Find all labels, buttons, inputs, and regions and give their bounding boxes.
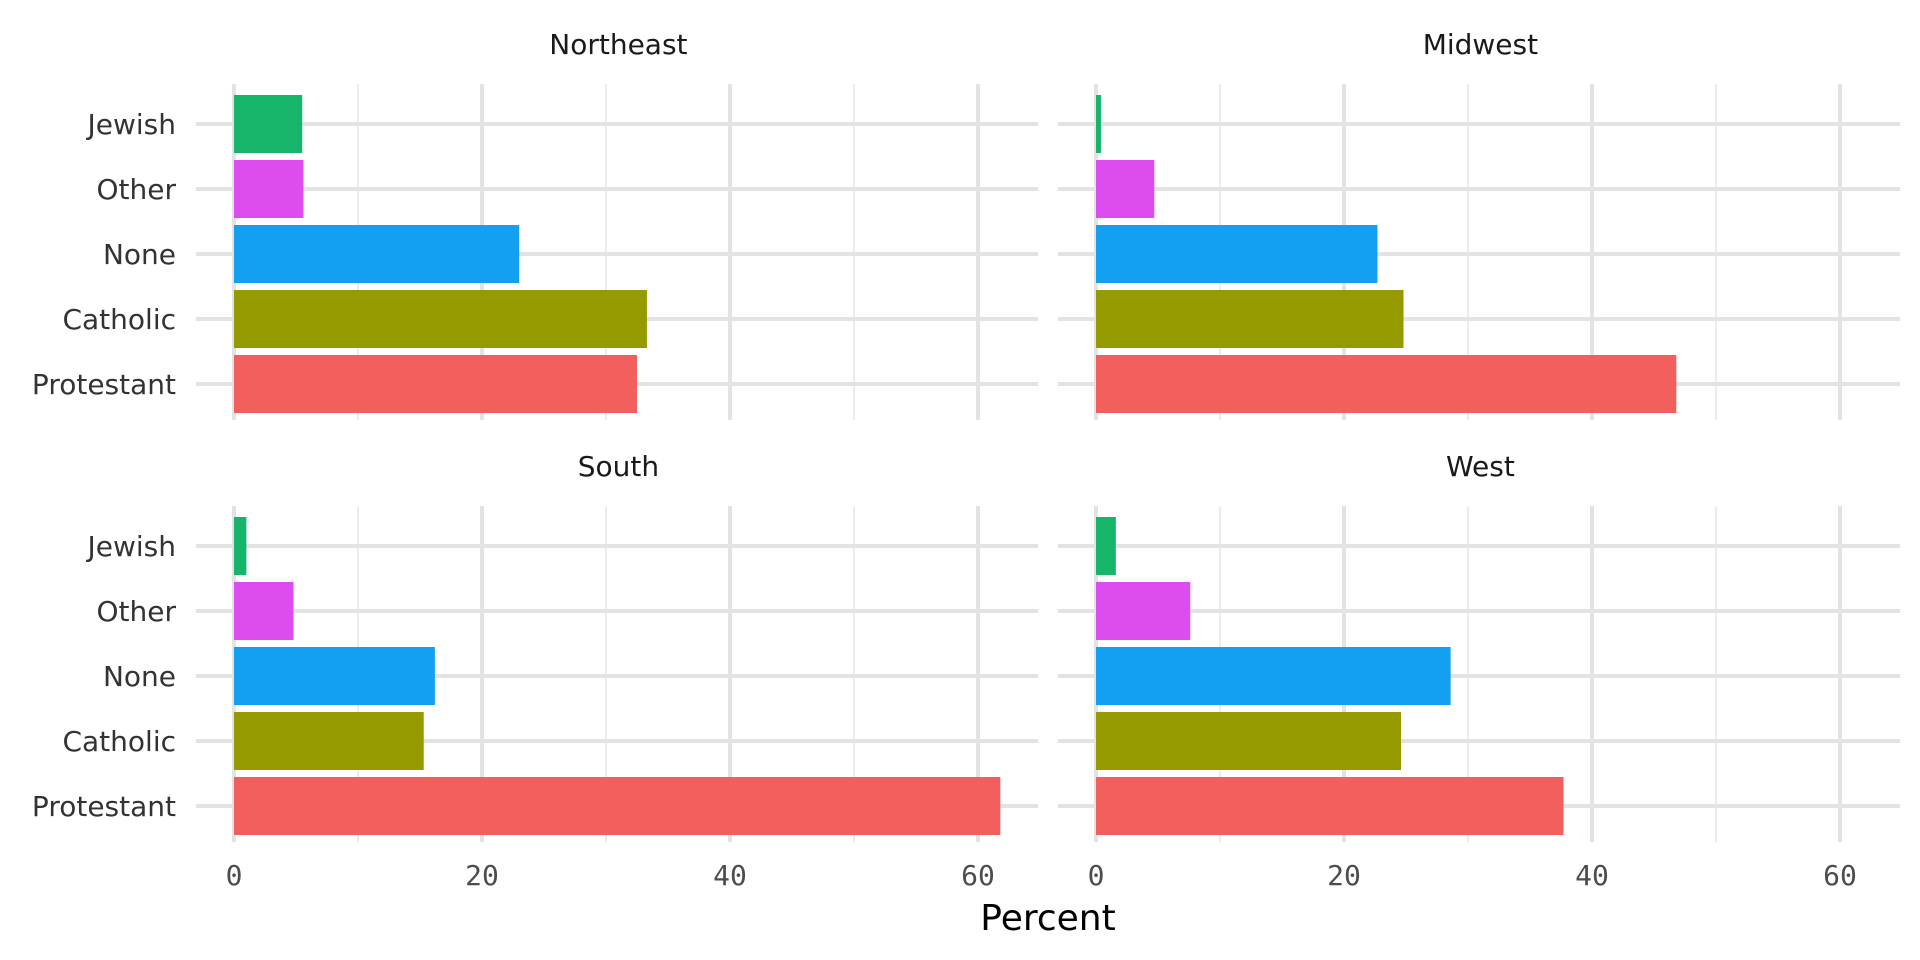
panel-title: West (1446, 450, 1515, 483)
x-tick-label: 40 (713, 859, 747, 892)
panel-title: South (578, 450, 659, 483)
facet-panel-west: West 0 20 40 60 (1058, 450, 1900, 892)
category-label: Other (96, 595, 176, 628)
bar-catholic (234, 290, 647, 348)
category-label: Protestant (32, 790, 176, 823)
bar-other (234, 582, 294, 640)
category-label: Catholic (62, 725, 176, 758)
facet-panel-northeast: Northeast Protestant Catholic None Other Jewi… (32, 28, 1038, 420)
category-label: Jewish (86, 530, 177, 563)
bar-jewish (1096, 517, 1116, 575)
bar-catholic (1096, 712, 1402, 770)
bar-protestant (234, 777, 1001, 835)
bar-protestant (234, 355, 637, 413)
category-label: Other (96, 173, 176, 206)
x-tick-label: 60 (961, 859, 995, 892)
x-tick-label: 20 (465, 859, 499, 892)
x-axis-title: Percent (980, 898, 1115, 939)
panel-title: Northeast (549, 28, 687, 61)
bar-jewish (1096, 95, 1101, 153)
facet-panel-midwest: Midwest (1058, 28, 1900, 420)
bar-protestant (1096, 777, 1564, 835)
bar-catholic (1096, 290, 1404, 348)
bar-other (1096, 582, 1191, 640)
bar-none (234, 647, 435, 705)
category-label: Protestant (32, 368, 176, 401)
category-label: Catholic (62, 303, 176, 336)
bar-jewish (234, 95, 303, 153)
x-tick-label: 0 (1088, 859, 1105, 892)
bar-none (1096, 225, 1378, 283)
x-tick-label: 40 (1575, 859, 1609, 892)
x-tick-label: 20 (1327, 859, 1361, 892)
category-label: None (103, 660, 176, 693)
facet-panel-south: South Protestant Catholic None Other Jewish 0 2… (32, 450, 1038, 892)
category-label: Jewish (86, 108, 177, 141)
bar-other (1096, 160, 1155, 218)
bar-protestant (1096, 355, 1677, 413)
bar-jewish (234, 517, 247, 575)
bar-other (234, 160, 304, 218)
panel-title: Midwest (1423, 28, 1538, 61)
bar-none (1096, 647, 1451, 705)
bar-catholic (234, 712, 424, 770)
bar-none (234, 225, 520, 283)
x-tick-label: 60 (1823, 859, 1857, 892)
x-tick-label: 0 (226, 859, 243, 892)
category-label: None (103, 238, 176, 271)
